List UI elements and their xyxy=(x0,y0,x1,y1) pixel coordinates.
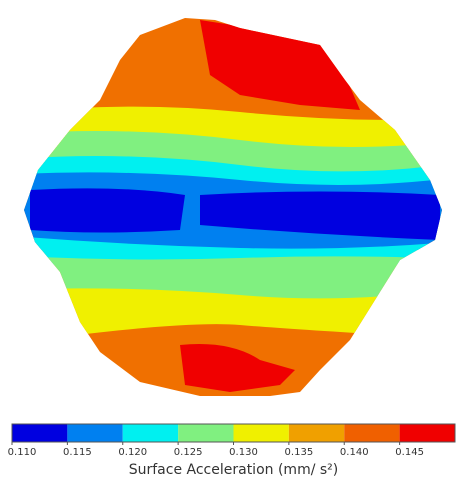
tick-label: 0.120 xyxy=(118,447,147,458)
axis-label: Surface Acceleration (mm/ s²) xyxy=(129,462,339,478)
tick-label: 0.135 xyxy=(285,447,314,458)
colorbar-segment xyxy=(233,424,289,442)
colorbar-segment xyxy=(399,424,455,442)
colorbar-segment xyxy=(288,424,345,442)
tick-label: 0.125 xyxy=(174,447,203,458)
asteroid-map xyxy=(24,18,442,396)
colorbar-segment xyxy=(12,424,68,442)
tick-label: 0.110 xyxy=(8,447,37,458)
tick-label: 0.115 xyxy=(63,447,92,458)
colorbar-segment xyxy=(122,424,179,442)
colorbar-segment xyxy=(178,424,234,442)
tick-label: 0.140 xyxy=(340,447,369,458)
colorbar-segment xyxy=(67,424,123,442)
tick-label: 0.130 xyxy=(229,447,258,458)
colorbar-segment xyxy=(344,424,400,442)
tick-label: 0.145 xyxy=(395,447,424,458)
